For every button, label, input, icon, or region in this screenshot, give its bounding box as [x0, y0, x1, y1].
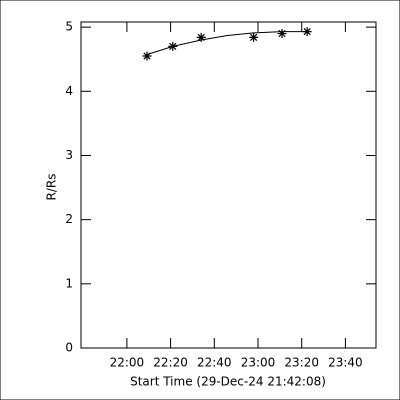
x-tick-label: 22:40	[197, 356, 232, 370]
y-tick-label: 3	[65, 148, 73, 162]
data-point	[302, 27, 312, 37]
x-tick-label: 22:00	[110, 356, 145, 370]
y-tick-label: 4	[65, 84, 73, 98]
y-tick-label: 5	[65, 20, 73, 34]
x-tick-label: 22:20	[153, 356, 188, 370]
data-point	[277, 29, 287, 39]
data-point	[142, 51, 152, 61]
x-axis-title: Start Time (29-Dec-24 21:42:08)	[130, 375, 326, 389]
plot-frame	[80, 21, 377, 349]
y-axis-title: R/Rs	[45, 174, 59, 201]
data-point	[249, 32, 259, 42]
y-tick-label: 1	[65, 276, 73, 290]
x-tick-label: 23:40	[328, 356, 363, 370]
data-point	[196, 32, 206, 42]
y-tick-label: 2	[65, 212, 73, 226]
x-tick-label: 23:00	[241, 356, 276, 370]
x-tick-label: 23:20	[284, 356, 319, 370]
y-tick-label: 0	[65, 341, 73, 355]
data-point	[168, 41, 178, 51]
